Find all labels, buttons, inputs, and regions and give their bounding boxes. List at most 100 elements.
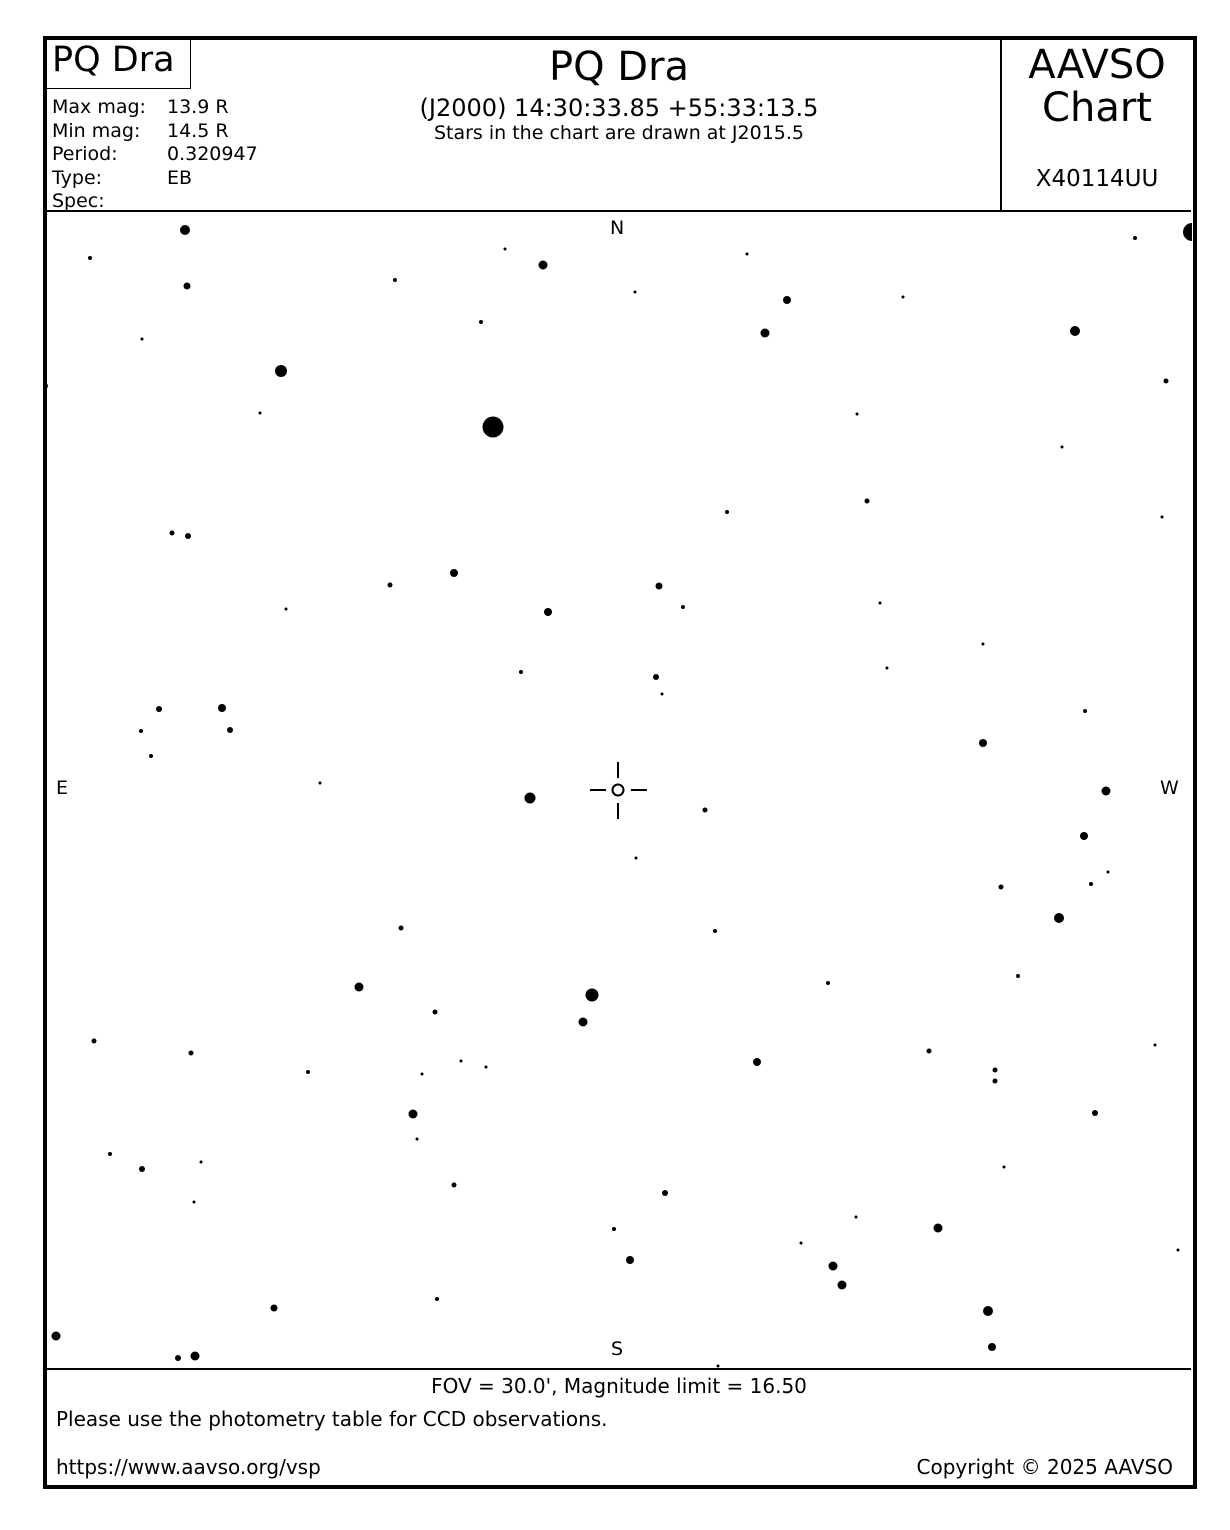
star	[387, 582, 393, 588]
star	[1163, 378, 1169, 384]
star	[753, 1058, 761, 1066]
info-label: Max mag:	[52, 96, 146, 118]
compass-east: E	[56, 777, 69, 799]
star	[655, 582, 663, 590]
epoch-note: Stars in the chart are drawn at J2015.5	[433, 122, 805, 144]
star	[482, 416, 504, 438]
star	[503, 247, 507, 251]
star	[1153, 1043, 1157, 1047]
star	[450, 569, 458, 577]
star	[662, 1190, 668, 1196]
star	[408, 1109, 418, 1119]
star	[188, 1050, 194, 1056]
fov-text: FOV = 30.0', Magnitude limit = 16.50	[431, 1374, 807, 1398]
star	[284, 607, 288, 611]
star	[88, 256, 92, 260]
star	[51, 1331, 61, 1341]
info-value: 0.320947	[167, 143, 258, 165]
star	[1060, 445, 1064, 449]
star	[979, 739, 987, 747]
star	[156, 706, 162, 712]
info-value: 13.9 R	[167, 96, 229, 118]
star	[634, 856, 638, 860]
star	[1089, 882, 1093, 886]
star	[199, 1160, 203, 1164]
star	[218, 704, 226, 712]
star	[1101, 786, 1111, 796]
star	[988, 1343, 996, 1351]
star	[1106, 870, 1110, 874]
aavso-label-line2: Chart	[1042, 85, 1152, 131]
star	[681, 605, 685, 609]
star	[185, 533, 191, 539]
compass-north: N	[610, 217, 625, 239]
star	[227, 727, 233, 733]
star	[653, 674, 659, 680]
star	[885, 666, 889, 670]
star	[175, 1355, 181, 1361]
star	[91, 1038, 97, 1044]
chart-frame	[43, 36, 1197, 1489]
star	[420, 1072, 424, 1076]
star	[270, 1304, 278, 1312]
star	[479, 320, 483, 324]
star	[139, 1166, 145, 1172]
star-name-small: PQ Dra	[52, 40, 175, 80]
chart-id: X40114UU	[1035, 166, 1159, 192]
info-label: Min mag:	[52, 119, 141, 142]
star	[258, 411, 262, 415]
star	[716, 1364, 720, 1368]
star	[435, 1297, 439, 1301]
footer-divider	[45, 1368, 1191, 1370]
star	[578, 1017, 588, 1027]
star	[1083, 709, 1087, 713]
star	[139, 729, 143, 733]
star	[626, 1256, 634, 1264]
star	[1176, 1248, 1180, 1252]
star	[702, 807, 708, 813]
star	[275, 365, 287, 377]
info-label: Type:	[52, 166, 103, 189]
star	[725, 510, 729, 514]
star	[451, 1182, 457, 1188]
aavso-box-divider	[1000, 38, 1002, 211]
star	[149, 754, 153, 758]
info-label: Spec:	[52, 190, 105, 212]
star	[484, 1065, 488, 1069]
star	[180, 225, 190, 235]
star	[192, 1200, 196, 1204]
star	[544, 608, 552, 616]
star	[713, 929, 717, 933]
star	[612, 1227, 616, 1231]
info-value: EB	[167, 166, 193, 189]
star	[415, 1137, 419, 1141]
star	[459, 1059, 463, 1063]
target-crosshair	[590, 762, 647, 819]
star	[524, 792, 536, 804]
star	[828, 1261, 838, 1271]
star	[878, 601, 882, 605]
star	[393, 278, 397, 282]
star	[1160, 515, 1164, 519]
star	[926, 1048, 932, 1054]
star	[306, 1070, 310, 1074]
star	[1002, 1165, 1006, 1169]
star	[981, 642, 985, 646]
info-value: 14.5 R	[167, 119, 229, 142]
vsp-url[interactable]: https://www.aavso.org/vsp	[56, 1455, 321, 1479]
star	[1080, 832, 1088, 840]
star	[837, 1280, 847, 1290]
star	[190, 1351, 200, 1361]
star	[854, 1215, 858, 1219]
star	[432, 1009, 438, 1015]
star-name-box	[45, 38, 191, 89]
star	[660, 692, 664, 696]
star	[799, 1241, 803, 1245]
star	[760, 328, 770, 338]
coordinates: (J2000) 14:30:33.85 +55:33:13.5	[419, 94, 819, 122]
star	[998, 884, 1004, 890]
star	[45, 383, 48, 389]
star	[398, 925, 404, 931]
star	[633, 290, 637, 294]
star	[983, 1306, 993, 1316]
